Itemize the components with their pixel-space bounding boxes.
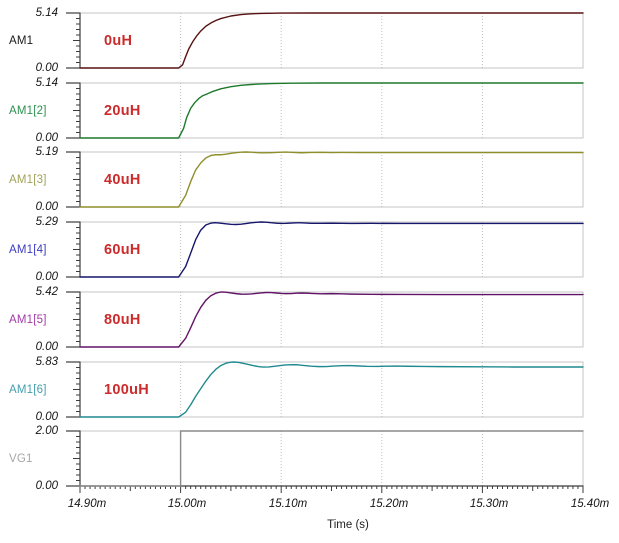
time-axis-title: Time (s) (327, 519, 369, 531)
panel-am1-2-20uh: AM1[2] 5.14 0.00 20uH (0, 77, 619, 144)
inductance-annotation: 100uH (104, 381, 150, 398)
inductance-annotation: 80uH (104, 311, 141, 328)
y-max-label: 5.19 (35, 146, 58, 158)
x-tick-label: 15.30m (469, 498, 509, 510)
inductance-annotation: 20uH (104, 102, 141, 119)
y-max-label: 5.14 (35, 77, 58, 89)
y-min-label: 0.00 (35, 411, 58, 423)
x-tick-label: 14.90m (67, 498, 107, 510)
y-max-label: 5.29 (35, 216, 58, 228)
signal-name-vg1: VG1 (9, 452, 33, 465)
y-max-label: 5.42 (35, 286, 58, 298)
waveform-plot-am1 (66, 12, 584, 69)
signal-name-am1-3: AM1[3] (9, 173, 47, 186)
waveform-plot-am1-6 (66, 361, 584, 418)
y-min-label: 0.00 (35, 132, 58, 144)
signal-name-am1-4: AM1[4] (9, 243, 47, 256)
waveform-plot-am1-2 (66, 82, 584, 139)
y-min-label: 0.00 (35, 341, 58, 353)
signal-name-am1-2: AM1[2] (9, 104, 47, 117)
panel-am1-6-100uh: AM1[6] 5.83 0.00 100uH (0, 356, 619, 423)
waveform-plot-am1-5 (66, 291, 584, 348)
inductance-annotation: 0uH (104, 32, 133, 49)
x-tick-label: 15.00m (167, 498, 207, 510)
waveform-plot-am1-4 (66, 221, 584, 278)
y-min-label: 0.00 (35, 271, 58, 283)
waveform-plot-vg1 (66, 430, 584, 493)
y-max-label: 2.00 (35, 425, 58, 437)
x-tick-label: 15.20m (369, 498, 409, 510)
y-max-label: 5.14 (35, 7, 58, 19)
x-tick-label: 15.10m (268, 498, 308, 510)
inductance-annotation: 60uH (104, 241, 141, 258)
panel-am1-3-40uh: AM1[3] 5.19 0.00 40uH (0, 146, 619, 213)
panel-am1-5-80uh: AM1[5] 5.42 0.00 80uH (0, 286, 619, 353)
y-min-label: 0.00 (35, 480, 58, 492)
signal-name-am1-6: AM1[6] (9, 383, 47, 396)
y-min-label: 0.00 (35, 62, 58, 74)
panel-am1-4-60uh: AM1[4] 5.29 0.00 60uH (0, 216, 619, 283)
waveform-plot-am1-3 (66, 151, 584, 208)
panel-vg1: VG1 2.00 0.00 (0, 425, 619, 493)
x-tick-label: 15.40m (570, 498, 610, 510)
y-min-label: 0.00 (35, 201, 58, 213)
signal-name-am1-5: AM1[5] (9, 313, 47, 326)
y-max-label: 5.83 (35, 356, 58, 368)
inductance-annotation: 40uH (104, 171, 141, 188)
signal-name-am1: AM1 (9, 34, 34, 47)
panel-am1-0uh: AM1 5.14 0.00 0uH (0, 7, 619, 74)
